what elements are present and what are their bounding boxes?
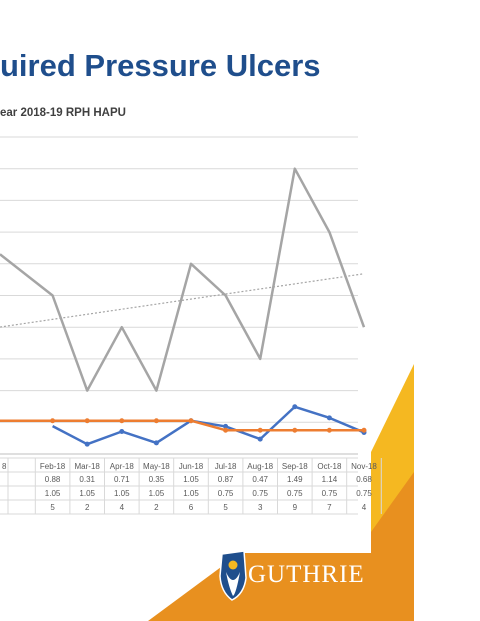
series-0-point [153, 440, 159, 446]
table-cell: 5 [223, 503, 228, 512]
table-cell: 0.71 [114, 475, 130, 484]
table-cell: 7 [327, 503, 332, 512]
guthrie-shield-icon [219, 550, 247, 601]
table-cell: 0.47 [252, 475, 268, 484]
series-2-trendline [0, 273, 365, 328]
series-1-point [223, 427, 229, 433]
guthrie-logo-text: GUTHRIE [248, 561, 365, 588]
table-cell: 0.88 [45, 475, 61, 484]
table-cell: 0.75 [252, 489, 268, 498]
x-tick-label: Feb-18 [40, 462, 66, 471]
series-1-point [292, 427, 298, 433]
table-cell: 1.05 [45, 489, 61, 498]
table-cell: 4 [362, 503, 367, 512]
table-cell: 4 [120, 503, 125, 512]
series-0-line [52, 405, 365, 446]
series-1-point [326, 427, 332, 433]
table-cell: 0.75 [356, 489, 372, 498]
table-cell: 2 [85, 503, 90, 512]
x-tick-label: Jul-18 [215, 462, 237, 471]
series-0-point [223, 423, 229, 429]
x-tick-label: Apr-18 [110, 462, 135, 471]
series-2-line [0, 167, 366, 392]
table-cell: 0.35 [149, 475, 165, 484]
table-cell: 0.68 [356, 475, 372, 484]
table-cell: 0.75 [322, 489, 338, 498]
table-cell: 1.49 [287, 475, 303, 484]
x-tick-label: Oct-18 [317, 462, 342, 471]
table-cell: 3 [258, 503, 263, 512]
series-1-point [361, 427, 367, 433]
series-0-point [326, 415, 332, 421]
x-tick-label: Aug-18 [247, 462, 273, 471]
table-cell: 6 [189, 503, 194, 512]
table-cell: 1.05 [114, 489, 130, 498]
table-cell: 1.05 [183, 489, 199, 498]
table-cell: 1.05 [79, 489, 95, 498]
x-tick-label: Jun-18 [179, 462, 204, 471]
series-1-point [50, 418, 56, 424]
x-tick-label: May-18 [143, 462, 170, 471]
guthrie-figure-body-icon [226, 572, 240, 596]
series-1-point [188, 418, 194, 424]
series-1-point [257, 427, 263, 433]
series-0-point [84, 441, 90, 447]
series-1-point [84, 418, 90, 424]
x-tick-label: 8 [2, 462, 7, 471]
x-tick-label: Nov-18 [351, 462, 377, 471]
series-0-point [119, 428, 125, 434]
table-cell: 0.87 [218, 475, 234, 484]
slide-title: uired Pressure Ulcers [0, 48, 321, 83]
table-cell: 5 [50, 503, 55, 512]
table-cell: 1.14 [322, 475, 338, 484]
x-tick-label: Mar-18 [75, 462, 101, 471]
brand-orange-band [148, 472, 414, 621]
table-cell: 0.31 [79, 475, 95, 484]
table-cell: 1.05 [149, 489, 165, 498]
table-cell: 9 [293, 503, 298, 512]
series-0-point [257, 436, 263, 442]
chart-title: ear 2018-19 RPH HAPU [0, 107, 126, 119]
table-cell: 0.75 [218, 489, 234, 498]
guthrie-logo [219, 550, 247, 601]
series-1-point [119, 418, 125, 424]
x-tick-label: Sep-18 [282, 462, 308, 471]
series-0-point [292, 404, 298, 410]
table-cell: 0.75 [287, 489, 303, 498]
table-cell: 1.05 [183, 475, 199, 484]
guthrie-figure-head-icon [228, 560, 238, 570]
series-1-point [153, 418, 159, 424]
table-cell: 2 [154, 503, 159, 512]
